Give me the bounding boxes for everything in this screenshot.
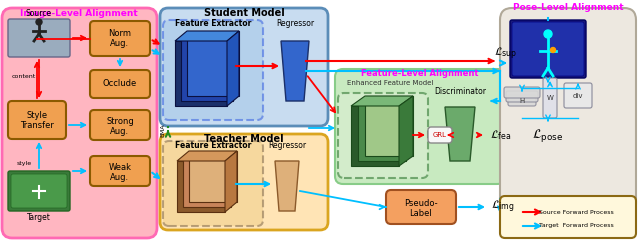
FancyBboxPatch shape xyxy=(160,134,328,230)
Text: Feature Extractor: Feature Extractor xyxy=(175,141,251,151)
Text: Style: Style xyxy=(26,111,47,121)
Polygon shape xyxy=(445,107,475,161)
Polygon shape xyxy=(351,96,413,106)
Polygon shape xyxy=(227,31,239,106)
FancyBboxPatch shape xyxy=(90,156,150,186)
Circle shape xyxy=(544,30,552,38)
Polygon shape xyxy=(225,151,237,212)
Text: Transfer: Transfer xyxy=(20,122,54,130)
FancyBboxPatch shape xyxy=(500,8,636,216)
Text: W: W xyxy=(547,95,554,101)
Circle shape xyxy=(550,47,556,52)
Text: Regressor: Regressor xyxy=(268,141,306,151)
Text: Source Forward Process: Source Forward Process xyxy=(539,210,613,215)
FancyBboxPatch shape xyxy=(386,190,456,224)
FancyBboxPatch shape xyxy=(90,21,150,56)
Text: Occlude: Occlude xyxy=(103,79,137,89)
FancyBboxPatch shape xyxy=(543,78,557,118)
FancyBboxPatch shape xyxy=(163,20,263,120)
Text: Source: Source xyxy=(26,10,52,18)
Text: H: H xyxy=(520,98,525,104)
Polygon shape xyxy=(281,41,309,101)
Polygon shape xyxy=(275,161,299,211)
Text: Aug.: Aug. xyxy=(111,172,129,182)
Text: Regressor: Regressor xyxy=(276,19,314,29)
FancyBboxPatch shape xyxy=(335,69,505,184)
FancyBboxPatch shape xyxy=(428,127,452,143)
Text: Pose-Level Alignment: Pose-Level Alignment xyxy=(513,3,623,13)
FancyBboxPatch shape xyxy=(90,70,150,98)
Text: Weak: Weak xyxy=(109,164,131,172)
Text: Norm: Norm xyxy=(109,30,131,39)
Polygon shape xyxy=(399,96,413,166)
FancyBboxPatch shape xyxy=(338,93,428,178)
Polygon shape xyxy=(183,156,231,207)
FancyBboxPatch shape xyxy=(90,110,150,140)
FancyBboxPatch shape xyxy=(8,19,70,57)
FancyBboxPatch shape xyxy=(2,8,157,238)
Polygon shape xyxy=(175,41,227,106)
Text: div: div xyxy=(573,93,583,99)
Text: GRL: GRL xyxy=(433,132,447,138)
FancyBboxPatch shape xyxy=(504,87,540,98)
FancyBboxPatch shape xyxy=(8,101,66,139)
Text: Target  Forward Process: Target Forward Process xyxy=(539,224,613,229)
FancyBboxPatch shape xyxy=(163,141,263,226)
Polygon shape xyxy=(175,31,239,41)
Polygon shape xyxy=(358,101,406,161)
Text: Feature-Level Alignment: Feature-Level Alignment xyxy=(361,70,479,78)
Text: Target: Target xyxy=(27,214,51,222)
FancyBboxPatch shape xyxy=(8,171,70,211)
Polygon shape xyxy=(177,161,225,212)
FancyBboxPatch shape xyxy=(564,83,592,108)
Text: Aug.: Aug. xyxy=(111,126,129,136)
Polygon shape xyxy=(351,106,399,166)
FancyBboxPatch shape xyxy=(508,95,536,106)
Text: $\mathcal{L}_{\rm sup}$: $\mathcal{L}_{\rm sup}$ xyxy=(494,46,517,62)
FancyBboxPatch shape xyxy=(500,196,636,238)
Text: Discriminator: Discriminator xyxy=(434,87,486,95)
Circle shape xyxy=(36,19,42,25)
Text: $\mathcal{L}_{\rm fea}$: $\mathcal{L}_{\rm fea}$ xyxy=(490,128,511,142)
Text: Feature Extractor: Feature Extractor xyxy=(175,19,251,29)
Text: Pseudo-: Pseudo- xyxy=(404,200,438,209)
Text: content: content xyxy=(12,74,36,78)
Polygon shape xyxy=(181,36,233,101)
FancyBboxPatch shape xyxy=(10,21,68,55)
Text: Student Model: Student Model xyxy=(204,8,284,18)
FancyBboxPatch shape xyxy=(510,20,586,78)
Text: Label: Label xyxy=(410,210,433,218)
Text: EMA: EMA xyxy=(161,123,166,137)
Text: Image-Level Alignment: Image-Level Alignment xyxy=(20,9,138,17)
Text: Enhanced Feature Model: Enhanced Feature Model xyxy=(347,80,433,86)
Polygon shape xyxy=(187,31,239,96)
FancyBboxPatch shape xyxy=(11,174,67,208)
FancyBboxPatch shape xyxy=(512,22,584,76)
Text: style: style xyxy=(17,162,31,167)
FancyBboxPatch shape xyxy=(506,91,538,102)
Text: Strong: Strong xyxy=(106,118,134,126)
Text: $\mathcal{L}_{\rm img}$: $\mathcal{L}_{\rm img}$ xyxy=(491,199,515,215)
Polygon shape xyxy=(177,151,237,161)
Text: $\mathcal{L}_{\rm pose}$: $\mathcal{L}_{\rm pose}$ xyxy=(532,127,564,144)
FancyBboxPatch shape xyxy=(160,8,328,126)
Text: Aug.: Aug. xyxy=(111,40,129,48)
Polygon shape xyxy=(365,96,413,156)
Polygon shape xyxy=(189,151,237,202)
Text: Teacher Model: Teacher Model xyxy=(204,134,284,144)
